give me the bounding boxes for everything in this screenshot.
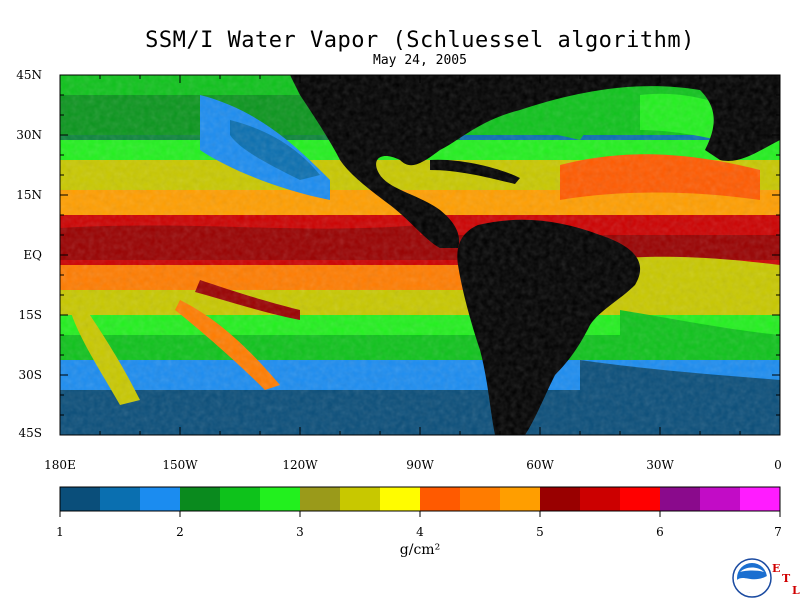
colorbar-tick-6: 6 [656, 525, 664, 539]
lat-label-45n: 45N [16, 68, 42, 82]
map-field [60, 75, 780, 435]
lon-label-120w: 120W [282, 458, 318, 472]
colorbar-swatch [340, 487, 381, 511]
lat-label-15n: 15N [16, 188, 42, 202]
etl-letter-e: E [772, 562, 781, 575]
colorbar-swatch [700, 487, 741, 511]
colorbar-tick-2: 2 [176, 525, 184, 539]
map-title: SSM/I Water Vapor (Schluessel algorithm) [145, 28, 695, 53]
colorbar-swatch [740, 487, 781, 511]
lon-label-150w: 150W [162, 458, 198, 472]
colorbar-tick-3: 3 [296, 525, 304, 539]
lat-label-45s: 45S [18, 426, 43, 440]
colorbar-swatch [180, 487, 221, 511]
colorbar-swatch [140, 487, 181, 511]
lat-label-30n: 30N [16, 128, 42, 142]
lon-label-0: 0 [774, 458, 782, 472]
colorbar-tick-1: 1 [56, 525, 64, 539]
etl-letter-l: L [792, 584, 800, 597]
lon-label-30w: 30W [646, 458, 674, 472]
colorbar-swatch [500, 487, 541, 511]
longitude-ticks [59, 75, 781, 435]
colorbar-swatch [100, 487, 141, 511]
colorbar-swatch [300, 487, 341, 511]
lat-label-30s: 30S [18, 368, 43, 382]
map-date: May 24, 2005 [373, 53, 467, 68]
colorbar-tick-4: 4 [416, 525, 424, 539]
colorbar-tick-5: 5 [536, 525, 544, 539]
lat-label-15s: 15S [18, 308, 43, 322]
lat-label-eq: EQ [23, 248, 42, 262]
colorbar [59, 486, 781, 517]
noaa-logo [732, 558, 772, 598]
colorbar-swatch [540, 487, 581, 511]
colorbar-swatch [460, 487, 501, 511]
colorbar-tick-7: 7 [774, 525, 782, 539]
colorbar-swatch [420, 487, 461, 511]
lon-label-180e: 180E [44, 458, 76, 472]
latitude-ticks [60, 74, 780, 436]
lon-label-90w: 90W [406, 458, 434, 472]
colorbar-units: g/cm² [399, 542, 441, 558]
colorbar-swatch [660, 487, 701, 511]
colorbar-swatch [60, 487, 101, 511]
colorbar-swatch [580, 487, 621, 511]
colorbar-swatch [620, 487, 661, 511]
colorbar-swatch [260, 487, 301, 511]
colorbar-swatch [380, 487, 421, 511]
colorbar-swatch [220, 487, 261, 511]
etl-letter-t: T [782, 572, 791, 585]
lon-label-60w: 60W [526, 458, 554, 472]
